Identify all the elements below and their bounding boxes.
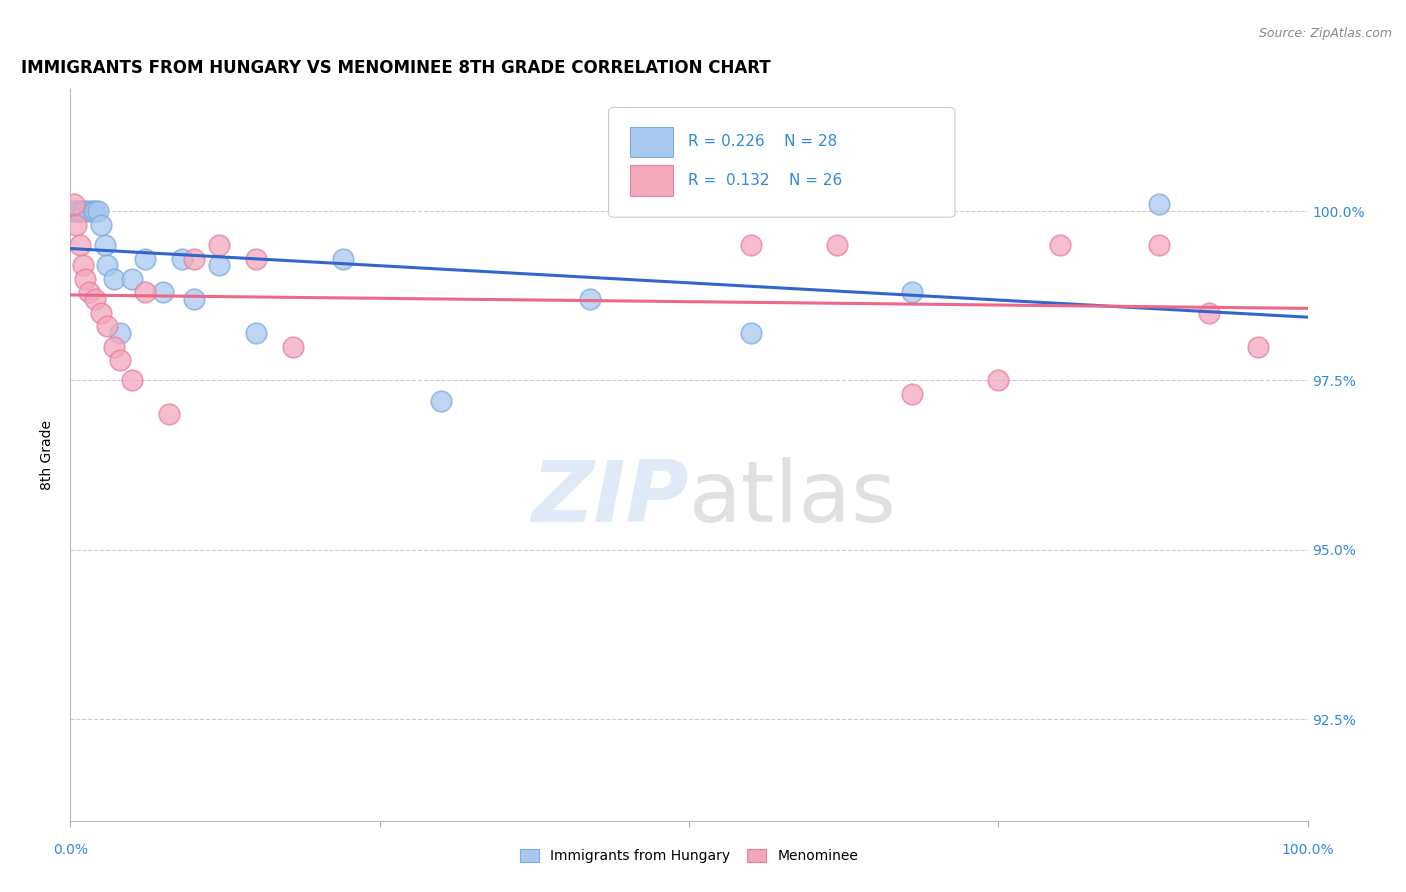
Point — [90, 218, 112, 232]
Text: 0.0%: 0.0% — [53, 843, 87, 856]
Point — [579, 292, 602, 306]
Point — [84, 292, 107, 306]
Point — [69, 238, 91, 252]
FancyBboxPatch shape — [609, 108, 955, 218]
Point — [208, 258, 231, 272]
Point — [63, 204, 86, 219]
Point — [77, 285, 100, 300]
Point — [69, 204, 91, 219]
Point — [108, 326, 131, 340]
Point — [96, 258, 118, 272]
Point — [1247, 340, 1270, 354]
Point — [94, 238, 117, 252]
Point — [1147, 197, 1170, 211]
Point — [82, 204, 104, 219]
Point — [170, 252, 193, 266]
Point — [134, 252, 156, 266]
Point — [900, 285, 922, 300]
Point — [1147, 238, 1170, 252]
Point — [63, 197, 86, 211]
Point — [827, 238, 849, 252]
Point — [108, 353, 131, 368]
Point — [430, 393, 453, 408]
Point — [65, 218, 87, 232]
Point — [134, 285, 156, 300]
Legend: Immigrants from Hungary, Menominee: Immigrants from Hungary, Menominee — [515, 843, 863, 869]
Point — [65, 204, 87, 219]
Point — [75, 204, 97, 219]
Point — [90, 306, 112, 320]
Point — [77, 204, 100, 219]
Point — [121, 373, 143, 387]
Point — [72, 204, 94, 219]
Point — [86, 204, 108, 219]
Text: ZIP: ZIP — [531, 458, 689, 541]
Point — [103, 272, 125, 286]
Point — [208, 238, 231, 252]
Y-axis label: 8th Grade: 8th Grade — [41, 420, 55, 490]
Text: 100.0%: 100.0% — [1281, 843, 1334, 856]
Point — [740, 326, 762, 340]
Point — [987, 373, 1010, 387]
Text: atlas: atlas — [689, 458, 897, 541]
FancyBboxPatch shape — [630, 165, 673, 196]
Text: R = 0.226    N = 28: R = 0.226 N = 28 — [688, 135, 837, 149]
Point — [183, 292, 205, 306]
FancyBboxPatch shape — [630, 127, 673, 157]
Point — [183, 252, 205, 266]
Text: IMMIGRANTS FROM HUNGARY VS MENOMINEE 8TH GRADE CORRELATION CHART: IMMIGRANTS FROM HUNGARY VS MENOMINEE 8TH… — [21, 59, 770, 77]
Point — [66, 204, 89, 219]
Point — [84, 204, 107, 219]
Point — [157, 407, 180, 421]
Point — [245, 326, 267, 340]
Point — [75, 272, 97, 286]
Point — [281, 340, 304, 354]
Point — [152, 285, 174, 300]
Point — [1049, 238, 1071, 252]
Point — [245, 252, 267, 266]
Text: Source: ZipAtlas.com: Source: ZipAtlas.com — [1258, 27, 1392, 40]
Text: R =  0.132    N = 26: R = 0.132 N = 26 — [688, 173, 842, 188]
Point — [103, 340, 125, 354]
Point — [900, 387, 922, 401]
Point — [332, 252, 354, 266]
Point — [121, 272, 143, 286]
Point — [72, 258, 94, 272]
Point — [740, 238, 762, 252]
Point — [1198, 306, 1220, 320]
Point — [96, 319, 118, 334]
